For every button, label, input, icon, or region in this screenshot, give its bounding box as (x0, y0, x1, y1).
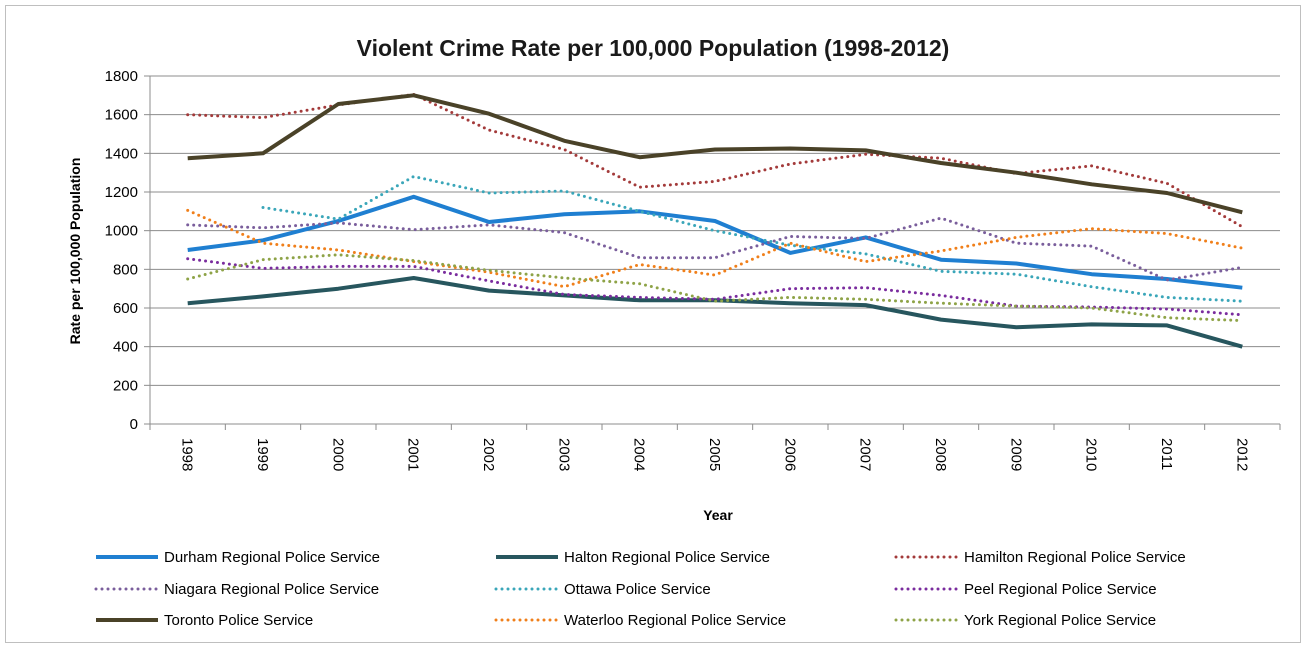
legend-label: Toronto Police Service (164, 612, 313, 629)
x-tick-label: 2004 (631, 438, 648, 471)
x-tick-label: 2001 (405, 438, 422, 471)
x-axis-ticks: 1998 1999 2000 2001 2002 2003 2004 2005 2006 2007… (149, 424, 1281, 471)
x-axis-title: Year (703, 507, 733, 523)
y-tick-label: 200 (113, 377, 138, 394)
axes (149, 76, 1280, 425)
y-axis-ticks: 0 200 400 600 800 1000 1200 1400 1600 1800 (105, 68, 150, 433)
y-tick-label: 1800 (105, 68, 138, 85)
legend-label: Durham Regional Police Service (164, 549, 380, 566)
legend-label: Niagara Regional Police Service (164, 581, 379, 598)
series-line-4 (186, 216, 1244, 282)
legend: Durham Regional Police Service Halton Reg… (94, 549, 1186, 629)
x-tick-label: 2012 (1233, 438, 1250, 471)
x-tick-label: 2005 (706, 438, 723, 471)
y-tick-label: 1200 (105, 184, 138, 201)
x-tick-label: 2008 (932, 438, 949, 471)
series-line-9 (186, 253, 1244, 323)
x-tick-label: 2011 (1158, 438, 1175, 470)
x-tick-label: 2003 (555, 438, 572, 471)
y-tick-label: 1600 (105, 107, 138, 124)
series-line-7 (187, 93, 1243, 215)
gridlines (150, 75, 1280, 386)
y-tick-label: 0 (130, 416, 138, 433)
legend-label: Peel Regional Police Service (964, 581, 1157, 598)
legend-label: York Regional Police Service (964, 612, 1156, 629)
legend-label: Ottawa Police Service (564, 581, 711, 598)
y-tick-label: 600 (113, 300, 138, 317)
series-lines (186, 92, 1244, 349)
series-line-3 (186, 92, 1244, 229)
series-line-1 (187, 194, 1243, 290)
x-tick-label: 2002 (480, 438, 497, 471)
x-tick-label: 1998 (179, 438, 196, 471)
y-tick-label: 1000 (105, 223, 138, 240)
series-line-2 (187, 276, 1243, 349)
chart-title: Violent Crime Rate per 100,000 Populatio… (357, 35, 950, 61)
series-line-8 (186, 208, 1244, 289)
x-tick-label: 2009 (1007, 438, 1024, 471)
x-tick-label: 2010 (1083, 438, 1100, 471)
y-tick-label: 1400 (105, 145, 138, 162)
legend-label: Halton Regional Police Service (564, 549, 770, 566)
legend-label: Hamilton Regional Police Service (964, 549, 1186, 566)
x-tick-label: 2000 (329, 438, 346, 471)
y-tick-label: 800 (113, 261, 138, 278)
x-tick-label: 2006 (781, 438, 798, 471)
x-tick-label: 2007 (857, 438, 874, 471)
y-axis-title: Rate per 100,000 Population (67, 158, 83, 345)
legend-label: Waterloo Regional Police Service (564, 612, 786, 629)
y-tick-label: 400 (113, 339, 138, 356)
x-tick-label: 1999 (254, 438, 271, 471)
series-line-5 (261, 175, 1244, 303)
